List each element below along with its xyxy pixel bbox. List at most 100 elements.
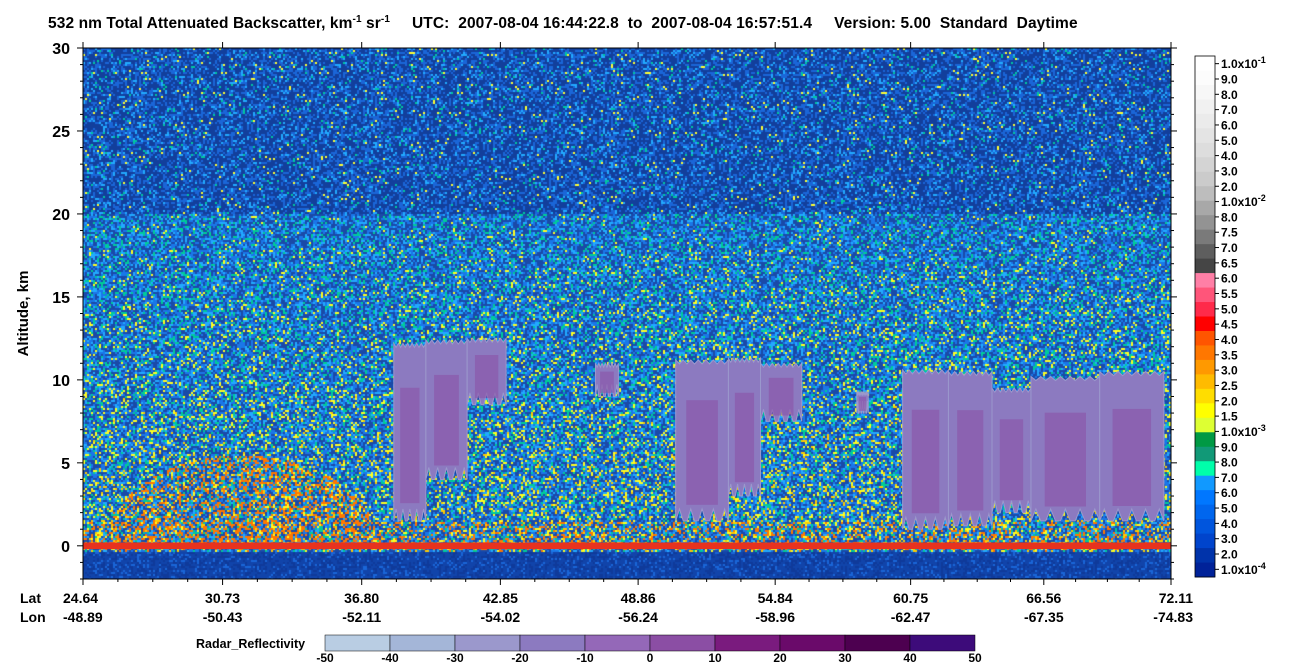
backscatter-tick-label: 2.0: [1221, 548, 1238, 562]
y-tick-label: 15: [52, 290, 70, 307]
backscatter-color-swatch: [1195, 302, 1215, 317]
backscatter-colorbar: 1.0x10-19.08.07.06.05.04.03.02.01.0x10-2…: [1194, 55, 1266, 578]
radar-tick-label: 0: [647, 651, 654, 665]
y-axis: 0 5 10 15 20 25 30 Altitude, km: [15, 41, 1177, 580]
radar-cloud-core: [474, 354, 499, 399]
backscatter-color-swatch: [1195, 374, 1215, 390]
radar-color-swatch: [389, 634, 456, 652]
backscatter-color-swatch: [1195, 504, 1215, 520]
radar-cloud-core: [600, 371, 614, 394]
backscatter-color-swatch: [1195, 84, 1215, 100]
backscatter-tick-label: 4.0: [1221, 149, 1238, 163]
backscatter-tick-label: 3.0: [1221, 532, 1238, 546]
backscatter-color-swatch: [1195, 417, 1215, 433]
radar-tick-label: -50: [316, 651, 334, 665]
backscatter-color-swatch: [1195, 273, 1215, 288]
backscatter-tick-label: 2.0: [1221, 394, 1238, 408]
backscatter-tick-label: 4.0: [1221, 333, 1238, 347]
title-start-time: 2007-08-04 16:44:22.8: [458, 15, 619, 33]
backscatter-color-swatch: [1195, 403, 1215, 419]
x-axis: Lat Lon 24.64 -48.89 30.73 -50.43 36.80 -52.11 4…: [20, 42, 1193, 625]
backscatter-tick-label: 1.0x10-1: [1221, 55, 1266, 71]
radar-color-swatch: [909, 634, 976, 652]
backscatter-tick-label: 6.0: [1221, 486, 1238, 500]
radar-cloud-core: [768, 377, 794, 416]
x-tick-lat-label: 24.64: [63, 590, 98, 606]
y-tick-label: 5: [61, 456, 70, 473]
x-row-label-lat: Lat: [20, 590, 41, 606]
radar-color-swatch: [584, 634, 651, 652]
backscatter-tick-label: 9.0: [1221, 440, 1238, 454]
backscatter-colorbar-frame: [1194, 55, 1216, 578]
backscatter-tick-label: 8.0: [1221, 210, 1238, 224]
radar-cloud-core: [1112, 408, 1152, 506]
backscatter-tick-label: 8.0: [1221, 88, 1238, 102]
radar-color-swatch: [324, 634, 391, 652]
radar-color-swatch: [844, 634, 911, 652]
radar-tick-label: 10: [708, 651, 722, 665]
radar-color-swatch: [454, 634, 521, 652]
backscatter-color-swatch: [1195, 562, 1215, 578]
radar-color-swatch: [714, 634, 781, 652]
radar-cloud-core: [911, 409, 940, 514]
title-unit-sr: sr: [361, 15, 381, 33]
backscatter-tick-label: 5.5: [1221, 287, 1238, 301]
backscatter-color-swatch: [1195, 519, 1215, 534]
x-tick-lon-label: -48.89: [63, 609, 103, 625]
x-tick-lat-label: 42.85: [483, 590, 518, 606]
x-tick-lat-label: 72.11: [1159, 590, 1193, 606]
backscatter-color-swatch: [1195, 171, 1215, 187]
backscatter-tick-label: 5.0: [1221, 502, 1238, 516]
title-end-time: 2007-08-04 16:57:51.4: [651, 15, 813, 33]
radar-tick-label: 50: [968, 651, 982, 665]
backscatter-color-swatch: [1195, 229, 1215, 245]
backscatter-color-swatch: [1195, 215, 1215, 231]
backscatter-color-swatch: [1195, 490, 1215, 506]
backscatter-color-swatch: [1195, 128, 1215, 144]
title-version: Version: 5.00: [834, 15, 932, 33]
backscatter-tick-label: 1.0x10-3: [1221, 423, 1266, 439]
y-tick-label: 10: [52, 373, 70, 390]
backscatter-color-swatch: [1195, 186, 1215, 202]
radar-tick-label: -40: [381, 651, 399, 665]
title-unit-exp2: -1: [380, 14, 390, 25]
x-tick-lon-label: -62.47: [891, 609, 931, 625]
x-tick-lat-label: 36.80: [344, 590, 379, 606]
backscatter-tick-label: 6.0: [1221, 118, 1238, 132]
backscatter-color-swatch: [1195, 330, 1215, 346]
backscatter-tick-label: 7.0: [1221, 471, 1238, 485]
radar-cloud-core: [686, 400, 718, 505]
backscatter-color-swatch: [1195, 475, 1215, 491]
backscatter-tick-label: 9.0: [1221, 72, 1238, 86]
backscatter-tick-label: 2.0: [1221, 180, 1238, 194]
backscatter-color-swatch: [1195, 200, 1215, 216]
title-daynight: Daytime: [1016, 15, 1078, 33]
x-tick-lat-label: 30.73: [205, 590, 240, 606]
title-utc-label: UTC:: [411, 15, 450, 33]
x-tick-lat-label: 66.56: [1026, 590, 1061, 606]
radar-tick-label: -30: [446, 651, 464, 665]
backscatter-tick-label: 6.0: [1221, 272, 1238, 286]
x-tick-lon-label: -50.43: [203, 609, 243, 625]
x-tick-lat-label: 48.86: [621, 590, 656, 606]
backscatter-color-swatch: [1195, 70, 1215, 86]
radar-tick-label: -10: [576, 651, 594, 665]
y-tick-label: 20: [52, 207, 70, 224]
backscatter-color-swatch: [1195, 533, 1215, 549]
plot-area: [83, 48, 1171, 579]
backscatter-tick-label: 2.5: [1221, 379, 1238, 393]
x-tick-lat-label: 54.84: [758, 590, 793, 606]
backscatter-color-swatch: [1195, 548, 1215, 563]
radar-color-swatch: [649, 634, 716, 652]
x-tick-lon-label: -67.35: [1024, 609, 1064, 625]
radar-cloud-core: [434, 374, 459, 466]
backscatter-color-swatch: [1195, 359, 1215, 375]
backscatter-tick-label: 5.0: [1221, 134, 1238, 148]
y-tick-label: 30: [52, 41, 70, 58]
backscatter-tick-label: 3.0: [1221, 364, 1238, 378]
backscatter-tick-label: 7.5: [1221, 226, 1238, 240]
y-axis-title: Altitude, km: [15, 271, 32, 357]
x-tick-lon-label: -52.11: [342, 609, 381, 625]
backscatter-tick-label: 7.0: [1221, 103, 1238, 117]
backscatter-tick-label: 4.0: [1221, 517, 1238, 531]
